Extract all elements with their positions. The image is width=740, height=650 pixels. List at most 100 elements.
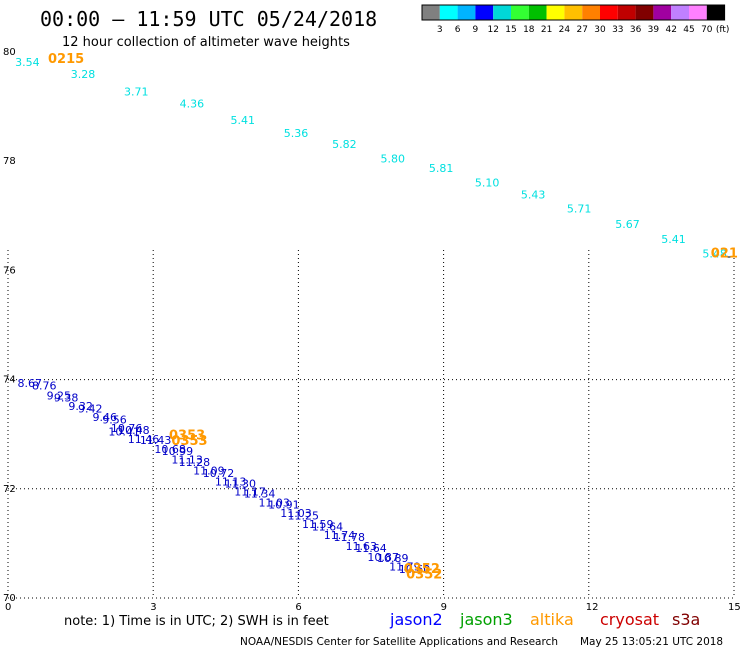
scale-label: 39 (648, 25, 660, 35)
scale-swatch (493, 5, 511, 20)
satellite-legend: jason2 jason3 altika cryosat s3a (389, 610, 700, 629)
scale-swatch (439, 5, 458, 20)
x-tick-label: 6 (295, 602, 301, 613)
plot-area: 80 78 76 74 72 70 0 3 6 9 12 15 3.54 3.28 3.71 4.36 5.… (3, 47, 740, 613)
wave-height-label: 11.74 (324, 529, 356, 542)
scale-swatch (564, 5, 583, 20)
scale-label: 3 (437, 25, 443, 35)
wave-height-label: 10.68 (154, 443, 186, 456)
wave-height-label: 9.42 (78, 402, 103, 415)
wave-height-label: 8.76 (32, 379, 57, 392)
wave-height-label: 5.81 (429, 162, 454, 175)
scale-swatch (600, 5, 618, 20)
scale-swatch (653, 5, 672, 20)
y-tick-label: 76 (3, 265, 16, 276)
scale-label: 21 (541, 25, 552, 35)
scale-frame (421, 4, 726, 21)
pass-time-label: 021 (711, 246, 738, 261)
color-scale-legend: 3 6 9 12 15 18 21 24 27 30 33 36 39 42 45 70 (ft) (421, 4, 730, 35)
wave-height-label: 11.46 (128, 433, 160, 446)
wave-height-label: 11.09 (193, 465, 225, 478)
scale-label: (ft) (716, 25, 730, 35)
wave-height-label: 11.64 (355, 542, 387, 555)
wave-height-label: 11.17 (234, 485, 266, 498)
x-axis-ticks: 0 3 6 9 12 15 (5, 602, 740, 613)
y-tick-label: 78 (3, 156, 16, 167)
scale-swatch (511, 5, 529, 20)
scale-label: 15 (505, 25, 516, 35)
wave-height-label: 10.87 (367, 551, 399, 564)
credit-left: NOAA/NESDIS Center for Satellite Applica… (240, 636, 558, 648)
wave-height-label: 11.28 (179, 456, 211, 469)
wave-height-label: 8.67 (18, 377, 43, 390)
y-tick-label: 72 (3, 484, 16, 495)
wave-height-label: 10.48 (118, 424, 150, 437)
wave-height-label: 9.32 (68, 400, 93, 413)
wave-height-label: 3.54 (15, 56, 40, 69)
wave-height-label: 5.82 (332, 138, 357, 151)
wave-height-label: 10.72 (203, 467, 235, 480)
wave-height-label: 11.59 (302, 518, 334, 531)
wave-height-label: 10.60 (399, 563, 431, 576)
scale-swatch (546, 5, 565, 20)
scale-label: 33 (612, 25, 623, 35)
scale-swatch (635, 5, 654, 20)
x-tick-label: 15 (728, 602, 740, 613)
wave-height-label: 9.46 (93, 411, 118, 424)
y-tick-label: 74 (3, 375, 16, 386)
satellite-legend-jason2: jason2 (389, 610, 443, 629)
scale-swatch (457, 5, 476, 20)
scale-label: 27 (576, 25, 587, 35)
wave-height-label: 5.67 (615, 218, 640, 231)
wave-height-label: 3.28 (71, 68, 96, 81)
scale-label: 70 (701, 25, 713, 35)
pass-time-label: 0215 (48, 52, 84, 67)
wave-height-label: 11.30 (225, 478, 257, 491)
y-tick-label: 70 (3, 593, 16, 604)
satellite-legend-cryosat: cryosat (600, 610, 659, 629)
scale-label: 42 (665, 25, 676, 35)
wave-height-label: 10.99 (162, 445, 194, 458)
wave-height-label: 10.91 (268, 498, 300, 511)
page-title: 00:00 – 11:59 UTC 05/24/2018 (40, 7, 377, 31)
scale-label: 6 (455, 25, 461, 35)
scale-label: 30 (594, 25, 606, 35)
scale-label: 24 (559, 25, 571, 35)
wave-height-label: 11.13 (215, 476, 247, 489)
wave-height-label: 11.63 (346, 540, 378, 553)
wave-height-label: 11.78 (333, 531, 365, 544)
scale-label: 9 (473, 25, 479, 35)
satellite-legend-s3a: s3a (672, 610, 700, 629)
scale-label: 12 (487, 25, 498, 35)
scale-label: 36 (630, 25, 642, 35)
y-tick-label: 80 (3, 47, 16, 58)
satellite-legend-jason3: jason3 (459, 610, 513, 629)
scale-swatch (582, 5, 600, 20)
wave-height-label: 11.34 (244, 488, 276, 501)
scale-swatch (475, 5, 494, 20)
data-points: 3.54 3.28 3.71 4.36 5.41 5.36 5.82 5.80 5.81 5.10… (15, 56, 727, 576)
wave-height-label: 5.41 (661, 233, 686, 246)
pass-time-label: 0352 (406, 567, 442, 582)
wave-height-label: 9.38 (54, 391, 79, 404)
wave-height-label: 11.03 (280, 507, 312, 520)
x-tick-label: 3 (150, 602, 156, 613)
scale-swatch (671, 5, 689, 20)
pass-time-label: 0353 (169, 429, 205, 444)
wave-height-label: 5.41 (230, 114, 255, 127)
credit-right: May 25 13:05:21 UTC 2018 (580, 636, 723, 648)
wave-height-label: 4.36 (180, 98, 205, 111)
y-axis-ticks: 80 78 76 74 72 70 (3, 47, 16, 604)
wave-height-label: 11.43 (140, 434, 172, 447)
wave-height-label: 10.41 (108, 425, 140, 438)
scale-swatch (528, 5, 547, 20)
grid-lines (7, 250, 735, 599)
wave-height-label: 5.43 (521, 188, 546, 201)
wave-height-label: 11.25 (287, 509, 319, 522)
wave-height-label: 10.76 (111, 422, 143, 435)
x-tick-label: 9 (441, 602, 447, 613)
x-tick-label: 12 (586, 602, 599, 613)
wave-height-label: 5.80 (381, 152, 406, 165)
scale-swatch (706, 5, 725, 20)
